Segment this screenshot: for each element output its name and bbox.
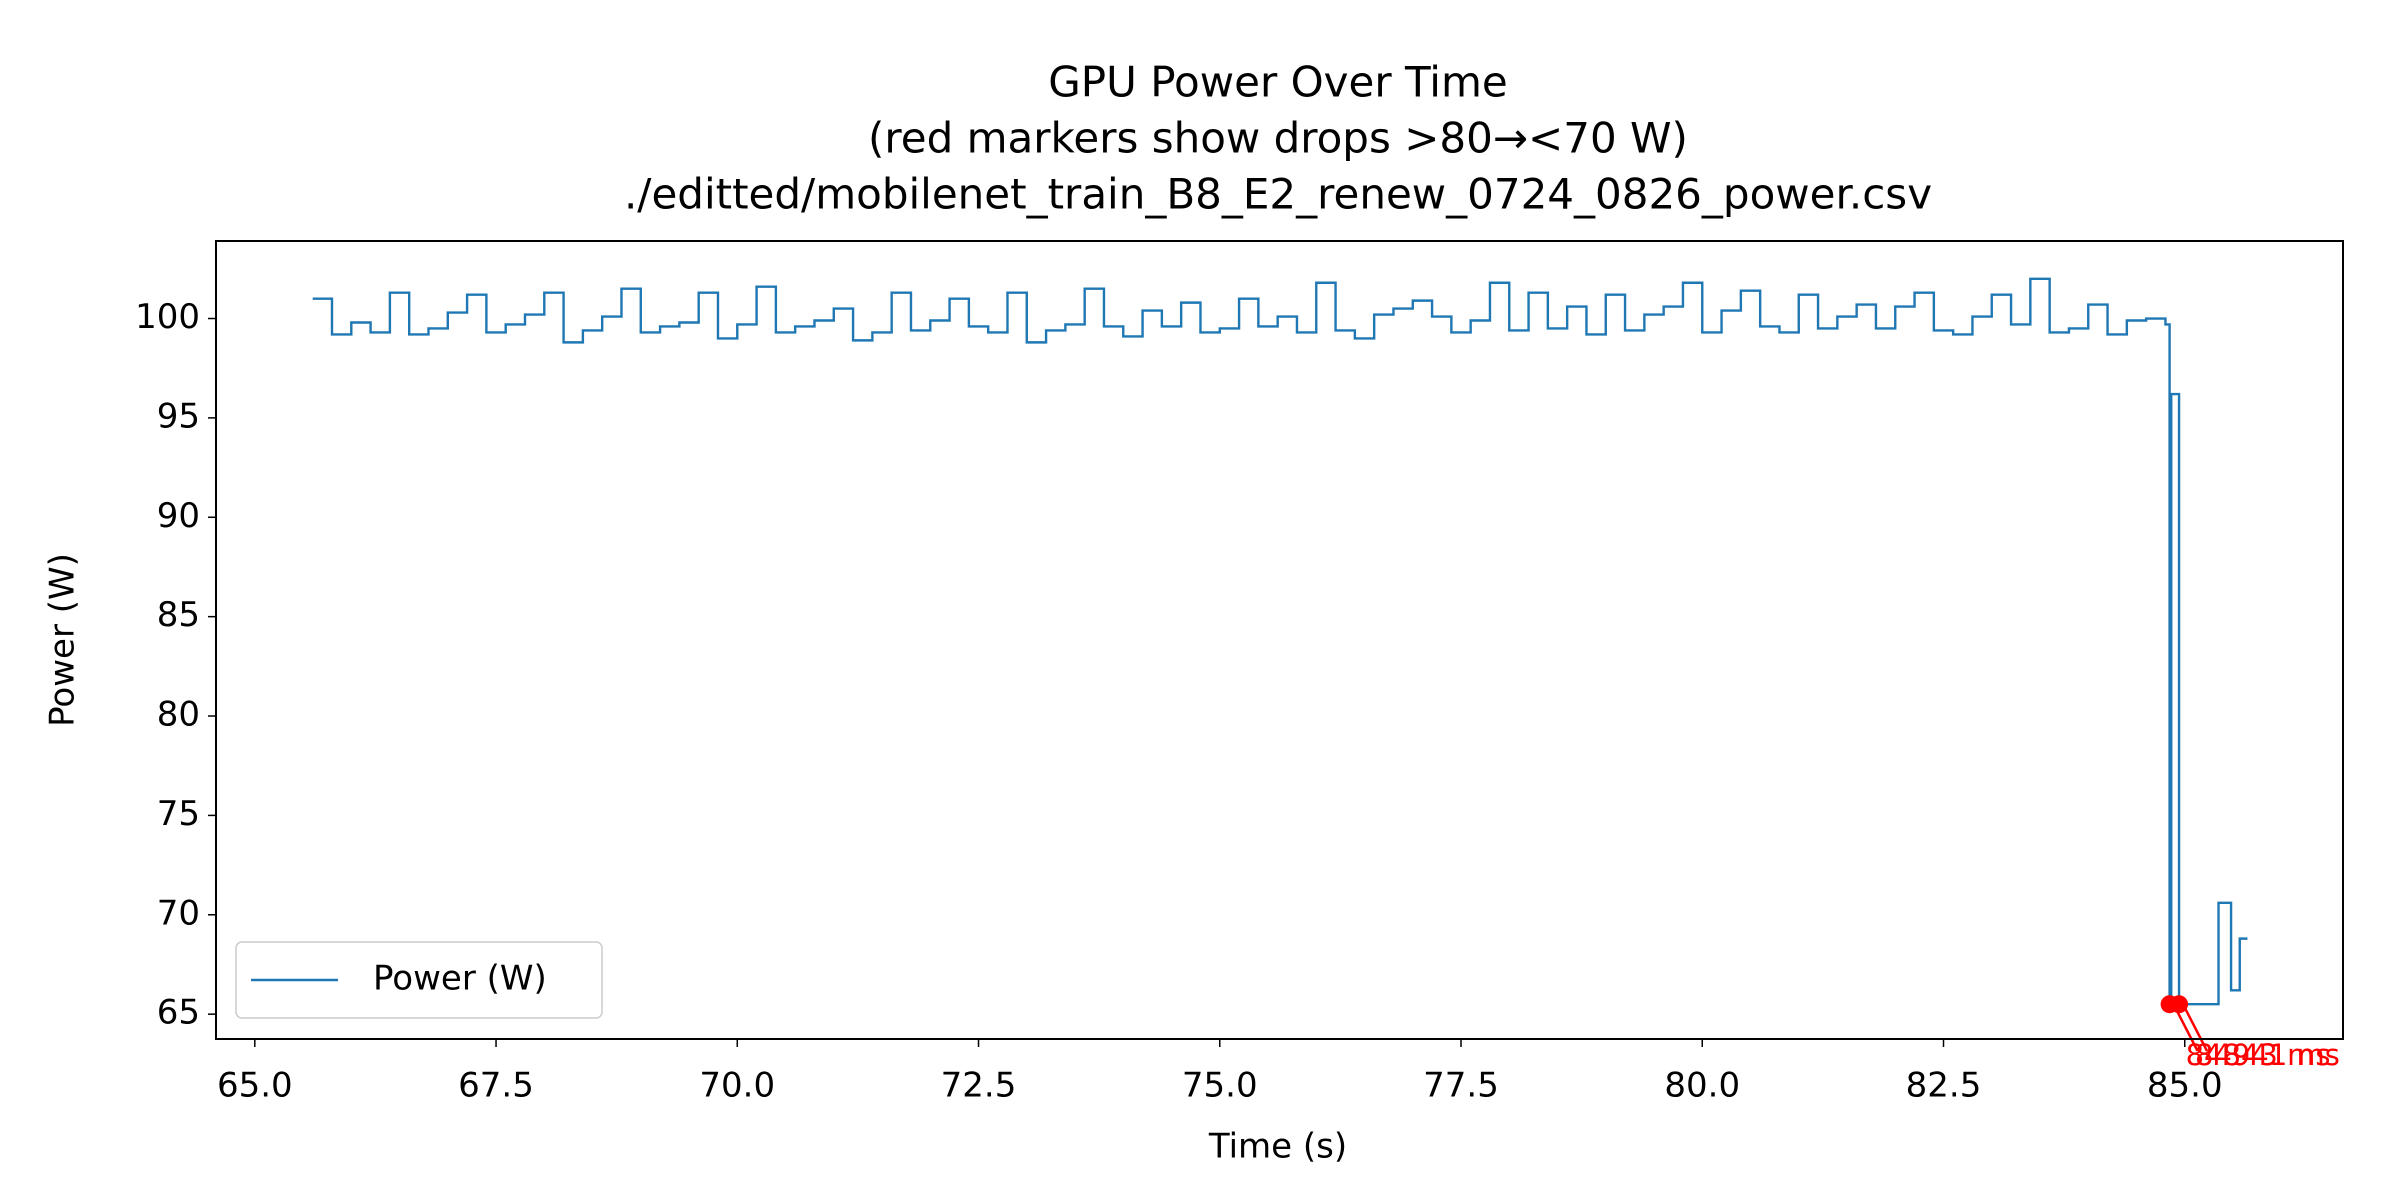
drop-marker	[2170, 995, 2189, 1014]
power-line	[312, 277, 2248, 1006]
y-tick-label: 75	[157, 794, 200, 834]
x-tick-label: 70.0	[699, 1066, 775, 1106]
y-axis-label: Power (W)	[43, 553, 83, 727]
chart-title: GPU Power Over Time	[1048, 58, 1507, 107]
marker-label: 84843 ms	[2186, 1038, 2331, 1072]
y-tick-label: 65	[157, 993, 200, 1033]
x-tick-label: 67.5	[458, 1066, 534, 1106]
legend-box	[235, 941, 603, 1019]
x-tick-label: 77.5	[1423, 1066, 1499, 1106]
marker-label: 84941 ms	[2195, 1038, 2340, 1072]
legend-label: Power (W)	[373, 959, 547, 999]
y-tick-label: 95	[157, 396, 200, 436]
marker-arrow	[2174, 1007, 2199, 1052]
y-tick-label: 70	[157, 893, 200, 933]
axes-frame	[215, 240, 2344, 1040]
marker-arrow	[2183, 1007, 2209, 1052]
y-tick-label: 100	[135, 297, 200, 337]
x-tick-label: 82.5	[1906, 1066, 1982, 1106]
x-tick-label: 75.0	[1182, 1066, 1258, 1106]
y-tick-label: 90	[157, 496, 200, 536]
x-tick-label: 65.0	[217, 1066, 293, 1106]
x-axis-label: Time (s)	[1208, 1127, 1347, 1167]
x-tick-label: 72.5	[941, 1066, 1017, 1106]
y-tick-label: 85	[157, 595, 200, 635]
chart-subtitle: (red markers show drops >80→<70 W)	[868, 114, 1688, 163]
x-tick-label: 80.0	[1664, 1066, 1740, 1106]
y-tick-label: 80	[157, 695, 200, 735]
chart-file: ./editted/mobilenet_train_B8_E2_renew_07…	[624, 170, 1932, 219]
x-tick-label: 85.0	[2147, 1066, 2223, 1106]
